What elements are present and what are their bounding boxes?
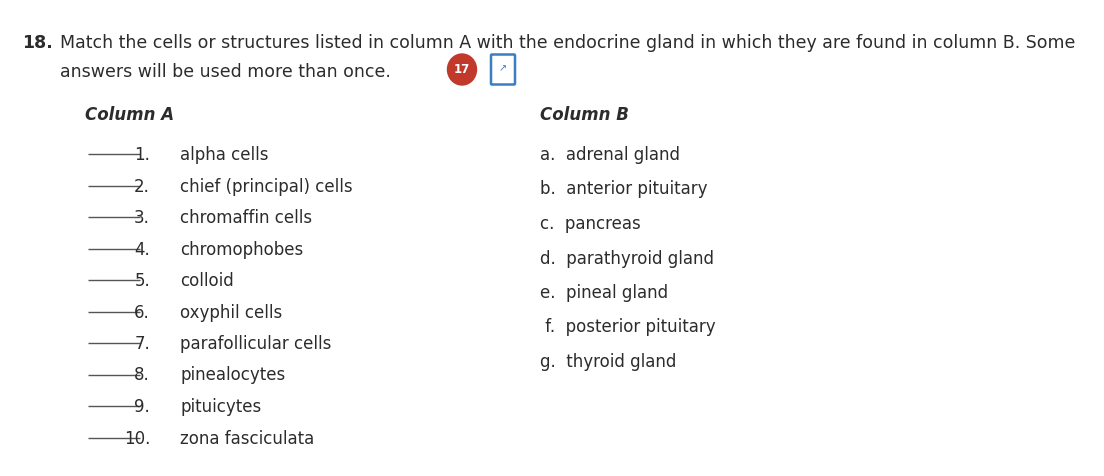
Text: chromophobes: chromophobes bbox=[180, 240, 304, 258]
Text: e.  pineal gland: e. pineal gland bbox=[540, 284, 668, 302]
Text: 9.: 9. bbox=[135, 398, 150, 416]
Text: Column A: Column A bbox=[85, 106, 174, 124]
Ellipse shape bbox=[447, 54, 477, 85]
Text: pituicytes: pituicytes bbox=[180, 398, 262, 416]
Text: parafollicular cells: parafollicular cells bbox=[180, 335, 331, 353]
Text: Match the cells or structures listed in column A with the endocrine gland in whi: Match the cells or structures listed in … bbox=[60, 34, 1075, 52]
Text: c.  pancreas: c. pancreas bbox=[540, 215, 640, 233]
FancyBboxPatch shape bbox=[491, 54, 514, 85]
Text: 10.: 10. bbox=[124, 429, 150, 447]
Text: chromaffin cells: chromaffin cells bbox=[180, 209, 312, 227]
Text: 1.: 1. bbox=[134, 146, 150, 164]
Text: colloid: colloid bbox=[180, 272, 234, 290]
Text: b.  anterior pituitary: b. anterior pituitary bbox=[540, 180, 708, 198]
Text: chief (principal) cells: chief (principal) cells bbox=[180, 178, 352, 196]
Text: answers will be used more than once.: answers will be used more than once. bbox=[60, 63, 391, 81]
Text: pinealocytes: pinealocytes bbox=[180, 367, 285, 385]
Text: 4.: 4. bbox=[135, 240, 150, 258]
Text: 3.: 3. bbox=[134, 209, 150, 227]
Text: zona fasciculata: zona fasciculata bbox=[180, 429, 315, 447]
Text: 18.: 18. bbox=[22, 34, 53, 52]
Text: 8.: 8. bbox=[135, 367, 150, 385]
Text: g.  thyroid gland: g. thyroid gland bbox=[540, 353, 677, 371]
Text: 6.: 6. bbox=[135, 304, 150, 321]
Text: alpha cells: alpha cells bbox=[180, 146, 268, 164]
Text: 7.: 7. bbox=[135, 335, 150, 353]
Text: 2.: 2. bbox=[134, 178, 150, 196]
Text: 5.: 5. bbox=[135, 272, 150, 290]
Text: 17: 17 bbox=[454, 63, 470, 76]
Text: d.  parathyroid gland: d. parathyroid gland bbox=[540, 249, 714, 268]
Text: a.  adrenal gland: a. adrenal gland bbox=[540, 146, 680, 164]
Text: f.  posterior pituitary: f. posterior pituitary bbox=[540, 318, 715, 337]
Text: ↗: ↗ bbox=[499, 63, 507, 73]
Text: oxyphil cells: oxyphil cells bbox=[180, 304, 283, 321]
Text: Column B: Column B bbox=[540, 106, 629, 124]
